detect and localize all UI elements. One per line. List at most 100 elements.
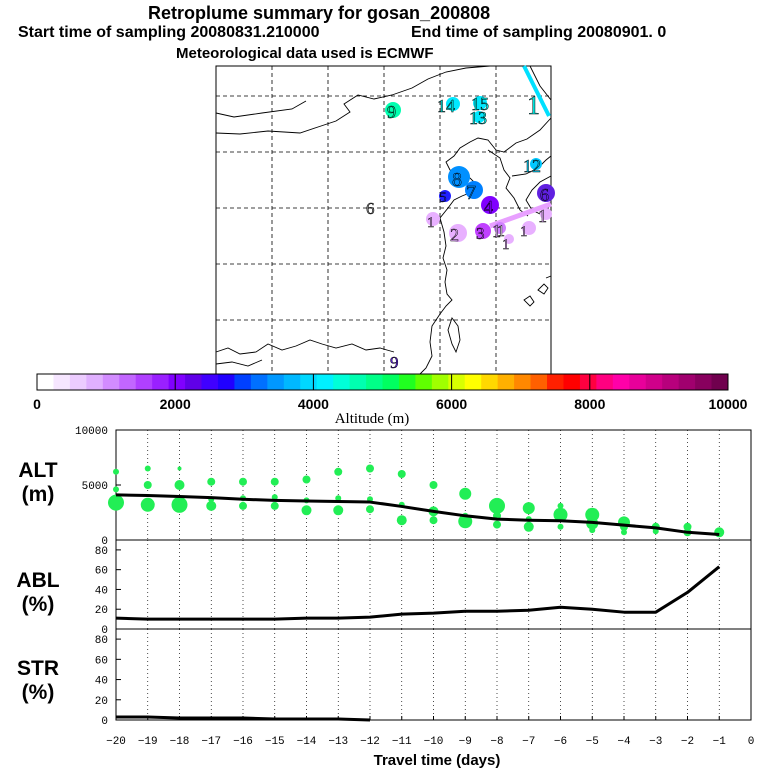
colorbar-cell bbox=[612, 374, 630, 390]
colorbar-cell bbox=[349, 374, 367, 390]
colorbar-cell bbox=[217, 374, 235, 390]
map-plume-label: 6 bbox=[366, 199, 375, 218]
colorbar-cell bbox=[464, 374, 482, 390]
plume-dot bbox=[465, 181, 483, 199]
x-tick-label: −16 bbox=[233, 736, 253, 748]
colorbar-cell bbox=[201, 374, 219, 390]
colorbar-cell bbox=[333, 374, 351, 390]
plume-dot bbox=[537, 184, 555, 202]
x-tick-label: −19 bbox=[138, 736, 158, 748]
plume-dot bbox=[475, 223, 491, 239]
series-line bbox=[115, 493, 720, 536]
x-tick-label: −15 bbox=[265, 736, 285, 748]
y-tick-label: 0 bbox=[101, 716, 108, 728]
altitude-scatter-point bbox=[489, 497, 505, 514]
colorbar-tick-label: 2000 bbox=[160, 396, 191, 412]
map-plume-label: 1 bbox=[520, 224, 528, 240]
colorbar-cell bbox=[316, 374, 334, 390]
colorbar-cell bbox=[102, 374, 120, 390]
colorbar-cell bbox=[168, 374, 186, 390]
colorbar-cell bbox=[530, 374, 548, 390]
x-tick-label: −10 bbox=[424, 736, 444, 748]
y-tick-label: 40 bbox=[95, 585, 108, 597]
y-tick-label: 0 bbox=[101, 536, 108, 548]
plume-dot bbox=[494, 222, 506, 234]
x-tick-label: −9 bbox=[459, 736, 472, 748]
colorbar-cell bbox=[645, 374, 663, 390]
altitude-scatter-point bbox=[652, 528, 659, 535]
colorbar-cell bbox=[563, 374, 581, 390]
plume-dot bbox=[446, 97, 460, 111]
altitude-scatter-point bbox=[366, 505, 374, 514]
x-tick-label: −11 bbox=[392, 736, 412, 748]
y-tick-label: 80 bbox=[95, 635, 108, 647]
colorbar-cell bbox=[86, 374, 104, 390]
panel-abl: 0 20 40 60 80 ABL(%) bbox=[16, 539, 752, 637]
colorbar-cell bbox=[448, 374, 466, 390]
colorbar-cell bbox=[69, 374, 87, 390]
y-tick-label: 10000 bbox=[75, 426, 108, 438]
map-plume-label: 4 bbox=[484, 197, 493, 217]
x-tick-label: −1 bbox=[713, 736, 727, 748]
map-plume-label: 3 bbox=[476, 224, 485, 243]
altitude-scatter-point bbox=[171, 496, 188, 513]
plume-dot bbox=[473, 96, 487, 110]
altitude-scatter-point bbox=[333, 505, 344, 516]
altitude-scatter-point bbox=[143, 481, 152, 489]
map-plume-label: 1 bbox=[427, 215, 435, 231]
altitude-scatter-point bbox=[140, 497, 155, 512]
colorbar-cell bbox=[431, 374, 449, 390]
figure-header: Retroplume summary for gosan_200808 Star… bbox=[0, 0, 768, 66]
map-plume-label: 1 bbox=[497, 223, 505, 240]
altitude-scatter-point bbox=[429, 481, 438, 489]
altitude-scatter-point bbox=[366, 464, 374, 473]
x-tick-label: −14 bbox=[297, 736, 317, 748]
map-plume-label: 15 bbox=[471, 94, 489, 114]
plume-dot bbox=[504, 234, 514, 244]
figure-title: Retroplume summary for gosan_200808 bbox=[148, 3, 491, 23]
x-tick-label: 0 bbox=[748, 736, 755, 748]
colorbar-cell bbox=[695, 374, 713, 390]
map-plume-label: 7 bbox=[466, 182, 476, 204]
plume-dots bbox=[385, 96, 555, 244]
colorbar-cell bbox=[366, 374, 383, 390]
colorbar-cell bbox=[382, 374, 400, 390]
altitude-scatter-point bbox=[557, 523, 564, 530]
altitude-scatter-point bbox=[585, 507, 600, 522]
colorbar-tick-label: 0 bbox=[33, 396, 41, 412]
x-tick-label: −6 bbox=[554, 736, 567, 748]
plume-dot bbox=[540, 208, 552, 220]
map-plume-label: 8 bbox=[452, 169, 462, 191]
colorbar-cell bbox=[135, 374, 153, 390]
colorbar-cell bbox=[415, 374, 433, 390]
colorbar-cell bbox=[514, 374, 532, 390]
colorbar-cell bbox=[596, 374, 614, 390]
colorbar-cell bbox=[629, 374, 647, 390]
y-tick-label: 20 bbox=[95, 605, 108, 617]
colorbar-cell bbox=[497, 374, 515, 390]
map-gridlines bbox=[216, 66, 551, 374]
colorbar-tick-label: 4000 bbox=[298, 396, 329, 412]
altitude-scatter-point bbox=[239, 477, 247, 486]
altitude-scatter-point bbox=[334, 467, 343, 476]
colorbar-cell bbox=[250, 374, 268, 390]
altitude-scatter-point bbox=[458, 514, 473, 529]
panel-alt: 0 5000 10000 ALT(m) bbox=[18, 426, 752, 548]
y-axis-label: ABL bbox=[16, 569, 59, 592]
colorbar-cell bbox=[267, 374, 285, 390]
colorbar-cell bbox=[234, 374, 252, 390]
colorbar-cell bbox=[678, 374, 696, 390]
altitude-scatter-point bbox=[144, 465, 151, 472]
colorbar-cell bbox=[662, 374, 680, 390]
colorbar-cell bbox=[547, 374, 564, 390]
x-tick-label: −8 bbox=[490, 736, 503, 748]
plume-track-cyan bbox=[522, 65, 551, 117]
altitude-scatter-point bbox=[177, 466, 182, 471]
map-plume-label: 9 bbox=[390, 353, 399, 372]
plume-dot bbox=[481, 196, 499, 214]
colorbar-cell bbox=[283, 374, 301, 390]
altitude-scatter-point bbox=[522, 502, 535, 515]
colorbar-tick-label: 8000 bbox=[574, 396, 605, 412]
colorbar-cell bbox=[711, 374, 729, 390]
